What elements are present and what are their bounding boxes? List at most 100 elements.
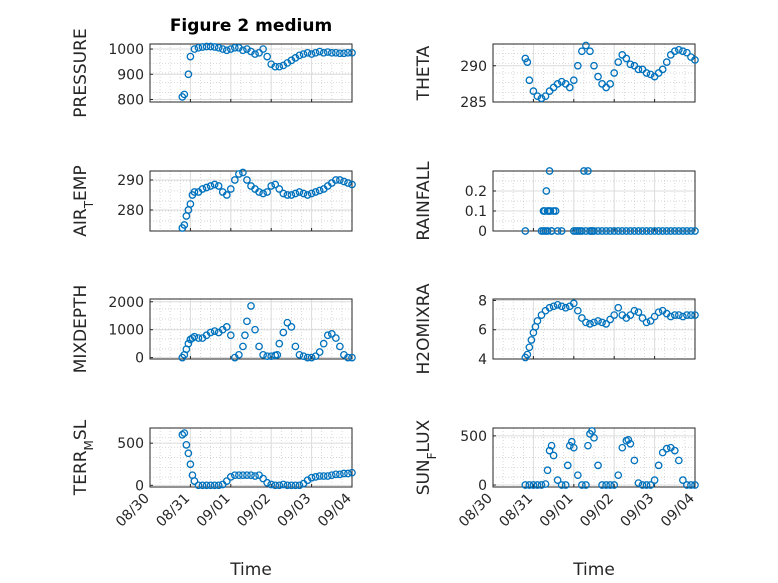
- data-point: [542, 187, 551, 195]
- data-point: [525, 343, 534, 352]
- data-point: [547, 441, 556, 450]
- data-point: [307, 473, 316, 482]
- data-point: [602, 227, 610, 235]
- data-point: [243, 317, 251, 326]
- data-point: [573, 471, 582, 480]
- data-point: [291, 342, 300, 351]
- data-point: [184, 449, 193, 458]
- x-tick-label: 08/30: [456, 491, 496, 531]
- axes-box: [149, 43, 353, 103]
- y-tick-label: 1000: [108, 42, 144, 58]
- data-point: [670, 227, 679, 235]
- data-point: [626, 227, 635, 235]
- x-tick-label: 09/04: [315, 490, 355, 530]
- data-point: [590, 61, 598, 70]
- data-point: [283, 191, 292, 199]
- data-point: [348, 353, 356, 362]
- data-point: [638, 314, 647, 322]
- data-point: [190, 332, 199, 341]
- data-point: [618, 227, 627, 235]
- data-point: [537, 481, 546, 489]
- data-point: [198, 43, 207, 51]
- data-point: [525, 481, 534, 489]
- data-point: [525, 76, 534, 85]
- data-point: [666, 51, 675, 59]
- data-point: [230, 176, 239, 184]
- data-point: [630, 456, 639, 465]
- data-point: [630, 306, 639, 315]
- data-point: [634, 479, 643, 487]
- data-point: [569, 76, 578, 85]
- subplot-mixdepth: 0 1000 2000 MIXDEPTH: [71, 285, 356, 373]
- y-tick-label: 500: [460, 429, 487, 445]
- data-point: [218, 45, 227, 53]
- data-point: [186, 52, 195, 61]
- data-point: [606, 227, 615, 235]
- data-point: [610, 481, 619, 489]
- x-tick-label: 08/30: [113, 491, 153, 531]
- data-point: [586, 320, 594, 328]
- data-point: [319, 339, 328, 348]
- data-point: [184, 339, 193, 348]
- data-point: [674, 227, 683, 235]
- data-point: [650, 312, 659, 321]
- data-point: [295, 51, 304, 60]
- data-point: [287, 481, 296, 490]
- data-point: [537, 94, 546, 103]
- y-tick-label: 4: [478, 352, 487, 368]
- data-point: [582, 318, 590, 327]
- data-point: [230, 43, 239, 52]
- data-point: [551, 207, 560, 215]
- data-point: [180, 221, 189, 229]
- y-tick-label: 2000: [108, 295, 144, 311]
- subplot-theta: 285 290 THETA: [414, 41, 699, 111]
- data-point: [243, 176, 251, 184]
- data-point: [602, 320, 610, 328]
- data-point: [287, 191, 296, 199]
- data-point: [523, 350, 532, 359]
- data-point: [634, 227, 643, 235]
- data-point: [610, 227, 619, 235]
- data-point: [539, 227, 548, 235]
- data-point: [210, 180, 219, 189]
- data-point: [666, 312, 675, 321]
- data-point: [590, 433, 598, 442]
- data-point: [588, 427, 596, 435]
- data-point: [670, 311, 679, 319]
- data-point: [323, 48, 332, 56]
- data-point: [255, 48, 263, 57]
- data-point: [634, 308, 643, 317]
- data-point: [275, 339, 284, 348]
- data-point: [331, 470, 340, 479]
- data-point: [683, 481, 691, 489]
- data-point: [307, 353, 316, 362]
- x-tick-label: 09/01: [194, 491, 234, 531]
- y-tick-label: 500: [117, 436, 144, 452]
- data-point: [243, 471, 251, 480]
- data-point: [241, 331, 249, 340]
- data-point: [679, 47, 687, 56]
- data-point: [190, 45, 199, 53]
- data-point: [271, 180, 280, 189]
- data-point: [255, 188, 263, 196]
- data-point: [573, 306, 582, 315]
- x-tick-label: 09/02: [577, 491, 617, 531]
- data-point: [691, 311, 699, 319]
- data-point: [654, 308, 663, 317]
- data-point: [226, 185, 235, 193]
- data-point: [275, 62, 284, 71]
- data-point: [545, 167, 554, 175]
- data-point: [654, 227, 663, 235]
- data-point: [598, 227, 606, 235]
- y-axis-label-subscript: F: [425, 452, 439, 459]
- y-tick-label: 6: [478, 323, 487, 339]
- y-axis-label-part: SL: [71, 419, 91, 440]
- data-point: [549, 451, 558, 460]
- data-point: [679, 227, 687, 235]
- data-point: [206, 42, 215, 51]
- data-point: [691, 227, 699, 235]
- data-point: [537, 311, 546, 319]
- data-point: [614, 303, 623, 312]
- data-point: [662, 227, 671, 235]
- data-point: [222, 323, 231, 331]
